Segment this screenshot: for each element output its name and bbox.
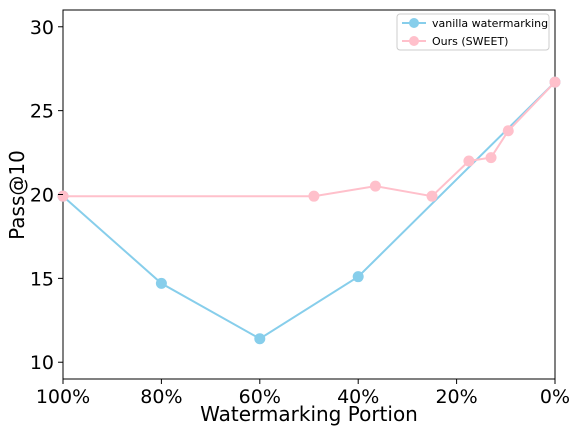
- data-point: [463, 155, 475, 167]
- legend-label: vanilla watermarking: [432, 17, 548, 30]
- legend: vanilla watermarking Ours (SWEET): [396, 13, 550, 51]
- legend-label: Ours (SWEET): [432, 35, 508, 48]
- x-tick-label: 40%: [337, 386, 379, 408]
- data-point: [369, 180, 381, 192]
- x-tick-label: 80%: [140, 386, 182, 408]
- legend-item: Ours (SWEET): [402, 35, 508, 48]
- y-tick-label: 15: [30, 268, 54, 290]
- y-axis-label: Pass@10: [5, 150, 29, 240]
- data-point: [352, 271, 364, 283]
- data-point: [155, 277, 167, 289]
- data-point: [57, 190, 69, 202]
- legend-marker: [409, 18, 419, 28]
- data-point: [485, 152, 497, 164]
- data-point: [308, 190, 320, 202]
- series-layer: [57, 76, 561, 345]
- x-tick-label: 0%: [540, 386, 570, 408]
- series-1: [57, 76, 561, 202]
- x-tick-label: 100%: [36, 386, 90, 408]
- y-tick-label: 10: [30, 352, 54, 374]
- data-point: [502, 125, 514, 137]
- data-point: [254, 333, 266, 345]
- x-tick-label: 20%: [435, 386, 477, 408]
- x-axis-label: Watermarking Portion: [200, 402, 418, 426]
- legend-item: vanilla watermarking: [402, 17, 548, 30]
- x-tick-label: 60%: [239, 386, 281, 408]
- y-tick-label: 20: [30, 185, 54, 207]
- y-tick-label: 25: [30, 101, 54, 123]
- legend-marker: [409, 36, 419, 46]
- y-tick-label: 30: [30, 17, 54, 39]
- data-point: [426, 190, 438, 202]
- axis-layer: 100% 80% 60% 40% 20% 0% 10 15 20 25 30: [30, 17, 570, 408]
- legend-box: [396, 13, 550, 51]
- data-point: [549, 76, 561, 88]
